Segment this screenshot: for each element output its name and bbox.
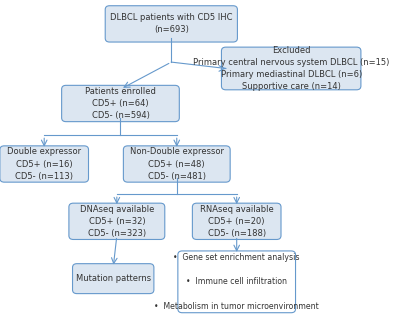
FancyBboxPatch shape	[178, 251, 296, 313]
FancyBboxPatch shape	[72, 264, 154, 293]
FancyBboxPatch shape	[62, 85, 179, 122]
FancyBboxPatch shape	[222, 47, 361, 90]
FancyBboxPatch shape	[0, 146, 88, 182]
FancyBboxPatch shape	[105, 6, 238, 42]
FancyBboxPatch shape	[192, 203, 281, 240]
Text: Patients enrolled
CD5+ (n=64)
CD5- (n=594): Patients enrolled CD5+ (n=64) CD5- (n=59…	[85, 87, 156, 120]
Text: Excluded
Primary central nervous system DLBCL (n=15)
Primary mediastinal DLBCL (: Excluded Primary central nervous system …	[193, 46, 389, 91]
FancyBboxPatch shape	[69, 203, 165, 240]
Text: Mutation patterns: Mutation patterns	[76, 274, 151, 283]
Text: •  Gene set enrichment analysis

•  Immune cell infiltration

•  Metabolism in t: • Gene set enrichment analysis • Immune …	[154, 253, 319, 311]
FancyBboxPatch shape	[123, 146, 230, 182]
Text: Double expressor
CD5+ (n=16)
CD5- (n=113): Double expressor CD5+ (n=16) CD5- (n=113…	[7, 147, 81, 181]
Text: DNAseq available
CD5+ (n=32)
CD5- (n=323): DNAseq available CD5+ (n=32) CD5- (n=323…	[80, 205, 154, 238]
Text: Non-Double expressor
CD5+ (n=48)
CD5- (n=481): Non-Double expressor CD5+ (n=48) CD5- (n…	[130, 147, 224, 181]
Text: DLBCL patients with CD5 IHC
(n=693): DLBCL patients with CD5 IHC (n=693)	[110, 13, 232, 34]
Text: RNAseq available
CD5+ (n=20)
CD5- (n=188): RNAseq available CD5+ (n=20) CD5- (n=188…	[200, 205, 274, 238]
